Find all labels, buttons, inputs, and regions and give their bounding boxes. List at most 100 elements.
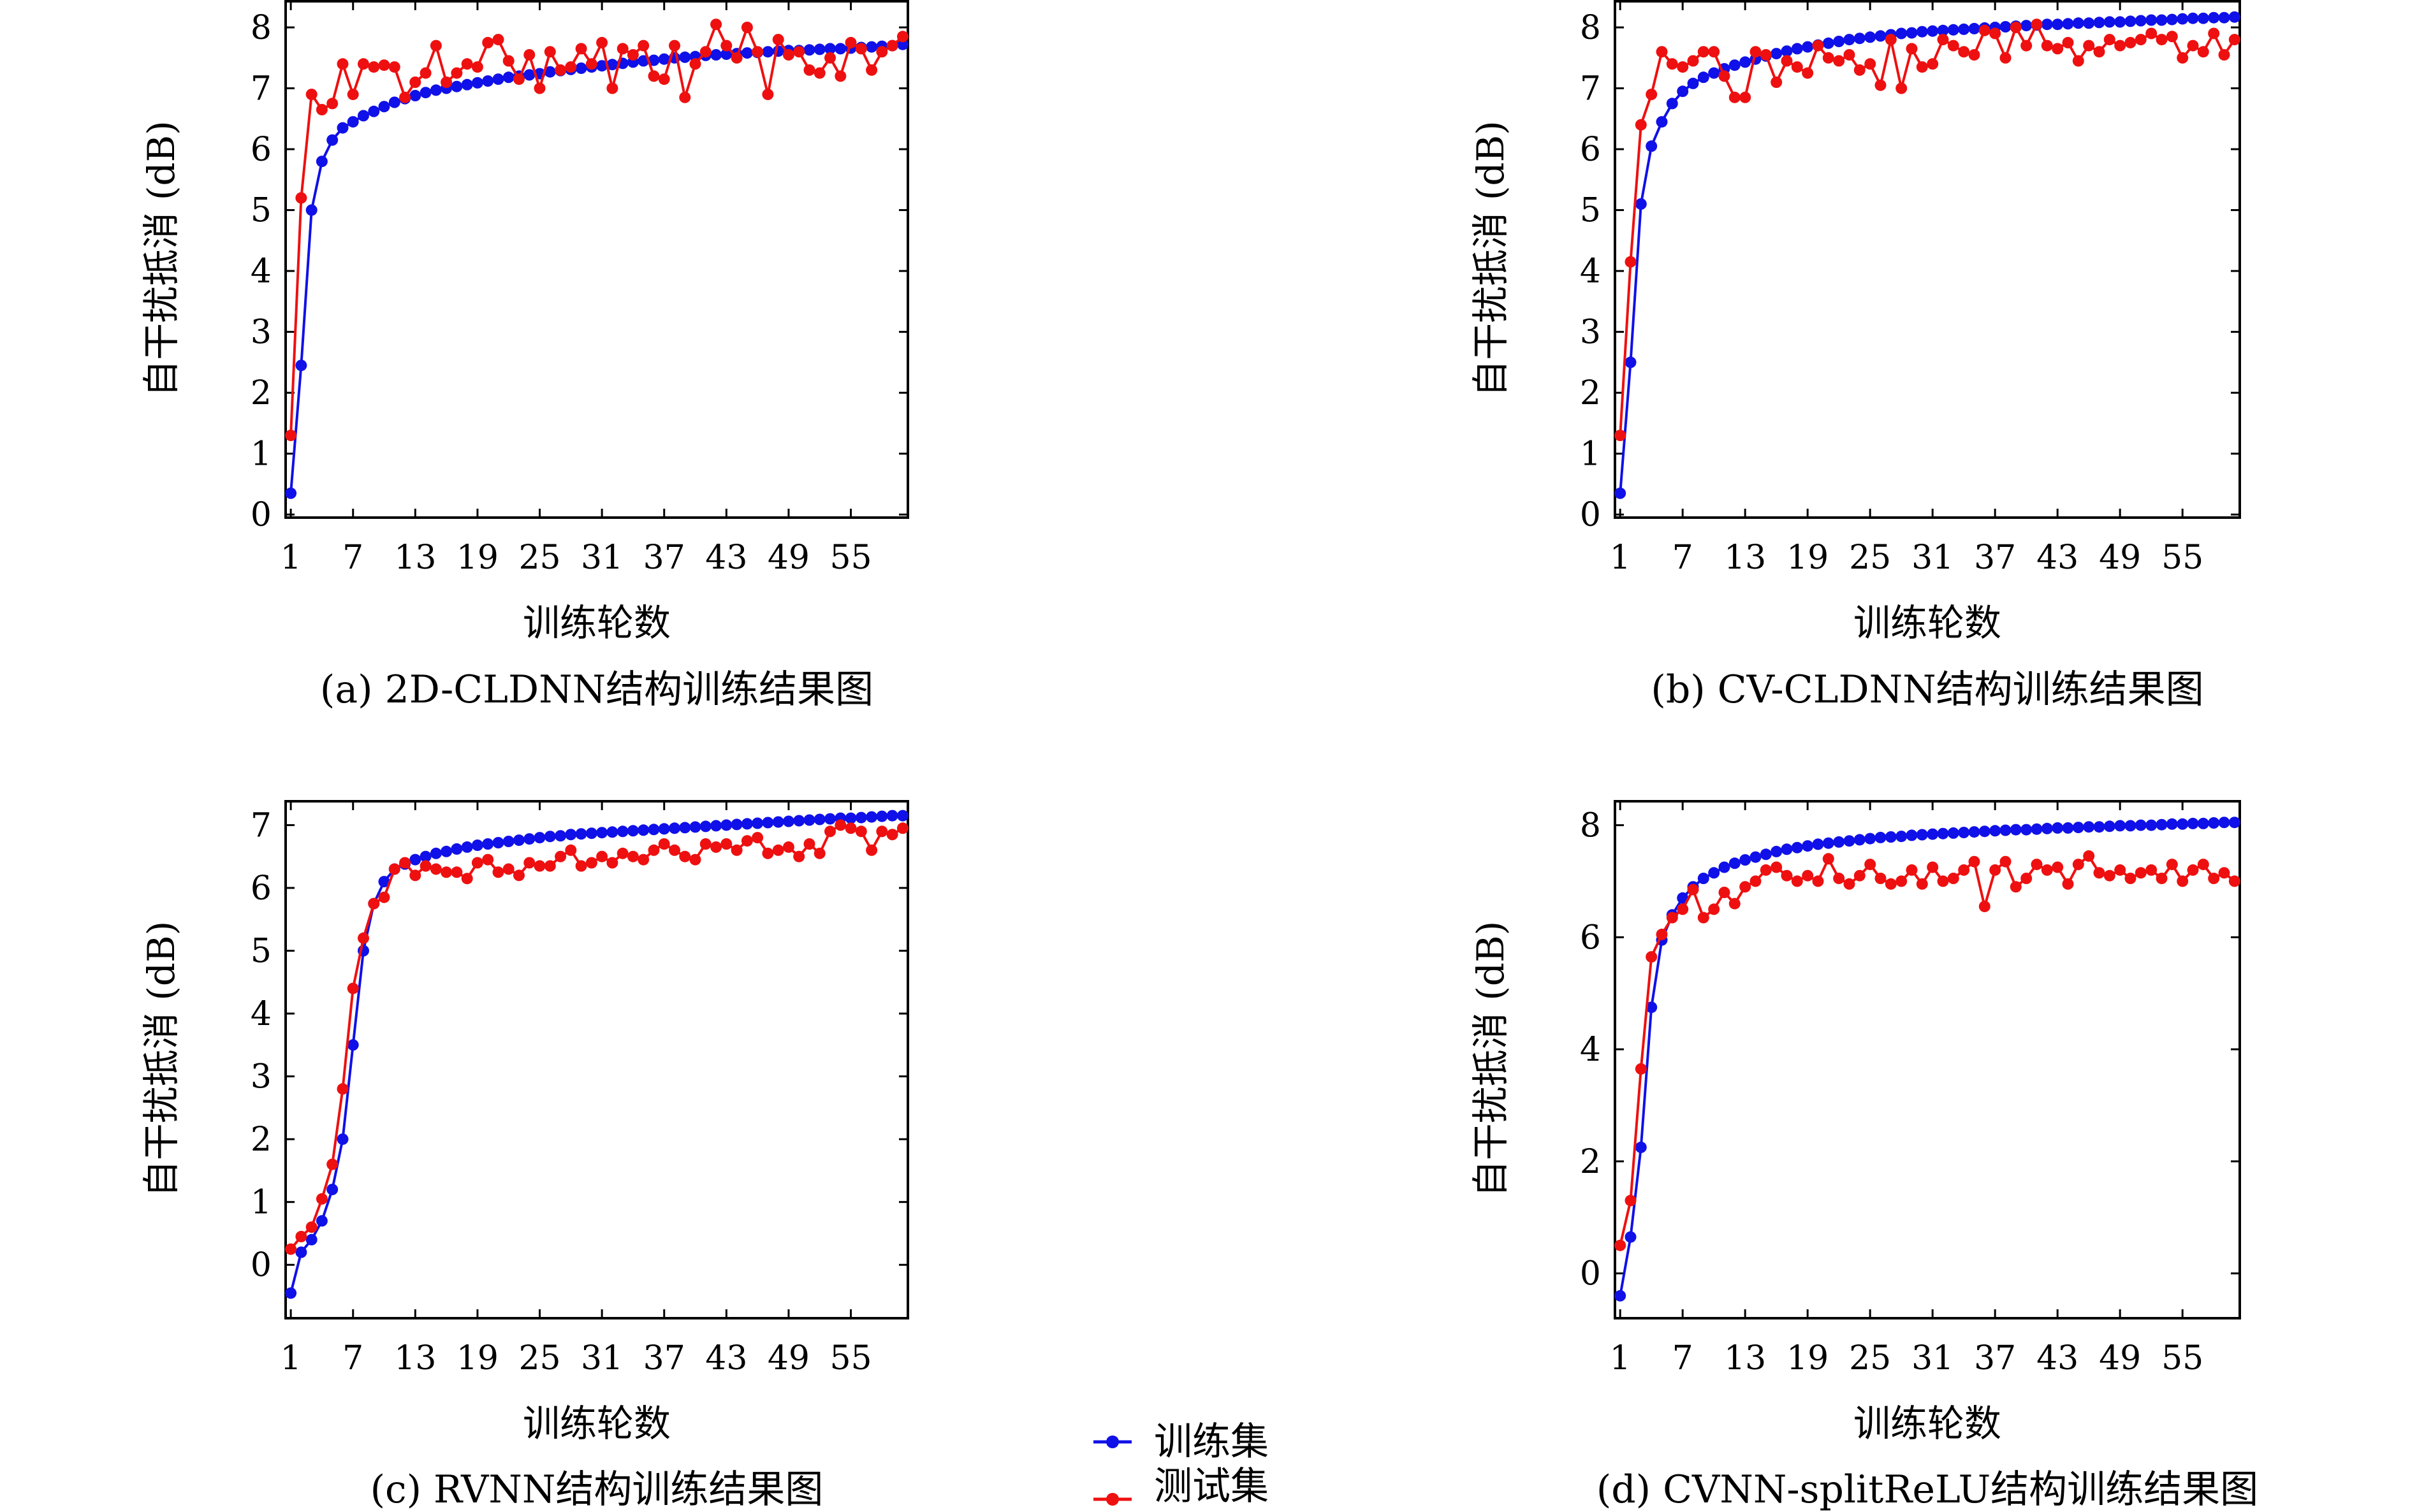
x-tick-label: 37 (1974, 539, 2016, 577)
data-point (461, 873, 473, 885)
data-point (523, 833, 536, 845)
data-point (866, 64, 878, 76)
data-point (2052, 822, 2064, 834)
data-point (347, 982, 359, 994)
data-point (2010, 824, 2022, 836)
data-point (2020, 20, 2033, 32)
data-point (441, 76, 453, 88)
data-point (669, 844, 680, 856)
data-point (1687, 883, 1699, 896)
data-point (2052, 18, 2064, 31)
x-tick-label: 13 (1724, 1339, 1766, 1378)
data-point (1677, 892, 1689, 904)
data-point (1968, 49, 1980, 61)
x-axis-label: 训练轮数 (1853, 1402, 2001, 1445)
data-point (1708, 867, 1720, 879)
data-point (2187, 40, 2199, 52)
data-point (2062, 18, 2074, 30)
data-point (326, 134, 339, 146)
x-tick-label: 37 (643, 539, 685, 577)
data-point (461, 58, 473, 70)
y-tick-label: 4 (1580, 252, 1601, 291)
x-tick-label: 25 (1849, 539, 1891, 577)
data-point (627, 49, 639, 61)
data-point (451, 843, 463, 855)
data-point (1708, 903, 1720, 915)
series-test (285, 819, 909, 1255)
data-point (1791, 43, 1803, 55)
data-point (845, 822, 857, 834)
data-point (679, 850, 691, 862)
data-point (824, 52, 836, 64)
data-point (2031, 859, 2043, 871)
data-point (596, 60, 608, 72)
data-point (1895, 82, 1908, 94)
data-point (2114, 16, 2126, 28)
data-point (2093, 17, 2105, 29)
series-train (285, 38, 909, 499)
data-point (741, 835, 753, 847)
data-point (2114, 820, 2126, 832)
data-point (2041, 18, 2053, 31)
x-tick-label: 1 (281, 539, 302, 577)
data-point (638, 854, 650, 866)
data-point (679, 91, 691, 103)
y-axis-label: 自干扰抵消 (dB) (140, 921, 183, 1197)
data-point (1864, 31, 1876, 43)
data-point (2072, 859, 2084, 871)
data-point (1677, 85, 1689, 98)
data-point (2208, 27, 2220, 40)
data-point (741, 22, 753, 33)
data-point (2062, 878, 2074, 890)
data-point (1656, 46, 1668, 58)
data-point (565, 61, 577, 73)
data-point (2083, 821, 2095, 833)
data-point (1687, 77, 1699, 89)
data-point (2197, 12, 2209, 24)
data-point (803, 814, 815, 826)
data-point (2041, 864, 2053, 876)
y-tick-label: 6 (251, 131, 272, 169)
data-point (1978, 901, 1990, 912)
y-tick-label: 6 (251, 869, 272, 908)
data-point (876, 46, 888, 58)
data-point (1937, 34, 1949, 46)
panel-d: 0 2 4 6 8 1 7 13 19 25 31 37 43 49 55 训练轮数 自干扰抵消 (dB) (d)… (1469, 800, 2258, 1512)
x-tick-label: 19 (1786, 539, 1829, 577)
y-tick-label: 1 (1580, 435, 1601, 474)
x-tick-label: 25 (518, 539, 560, 577)
data-point (420, 850, 432, 862)
data-point (523, 69, 536, 81)
data-point (388, 61, 400, 73)
data-point (1843, 49, 1855, 61)
data-point (2187, 817, 2199, 829)
data-point (1635, 119, 1647, 131)
data-point (565, 844, 577, 856)
data-point (1697, 912, 1709, 924)
x-tick-label: 31 (581, 539, 623, 577)
data-point (699, 838, 712, 850)
data-point (1999, 824, 2012, 836)
data-point (2177, 13, 2189, 25)
data-point (1791, 875, 1803, 887)
data-point (866, 41, 878, 53)
data-point (2135, 34, 2147, 46)
data-point (461, 841, 473, 853)
data-point (2187, 864, 2199, 876)
data-point (1739, 854, 1751, 866)
data-point (2218, 11, 2230, 24)
data-point (471, 857, 483, 869)
data-point (326, 98, 339, 110)
series-test (1614, 850, 2240, 1251)
data-point (1989, 864, 2001, 876)
data-point (638, 55, 650, 67)
data-point (585, 58, 597, 70)
data-point (409, 76, 421, 88)
data-point (1937, 875, 1949, 887)
data-point (1927, 25, 1939, 37)
data-point (378, 891, 390, 903)
data-point (762, 89, 774, 101)
data-point (388, 863, 400, 875)
data-point (1853, 33, 1866, 45)
